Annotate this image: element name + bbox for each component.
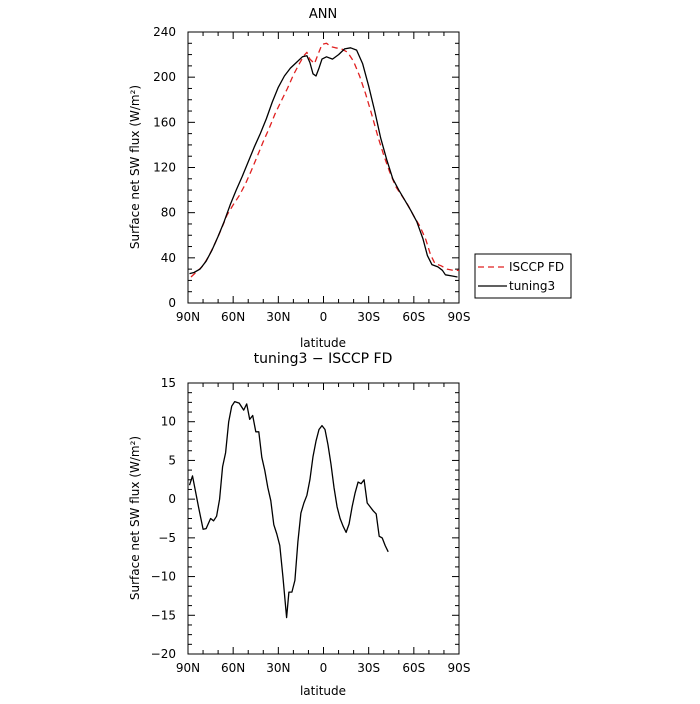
top-chart-xlabel: latitude	[300, 336, 346, 350]
top-y-tick-label: 120	[153, 161, 176, 175]
bottom-x-tick-label: 90N	[176, 661, 200, 675]
legend-label-isccp: ISCCP FD	[509, 260, 564, 274]
legend-box	[474, 253, 572, 299]
top-y-tick-label: 80	[161, 206, 176, 220]
bottom-y-tick-label: 15	[161, 376, 176, 390]
bottom-chart-panel: tuning3 − ISCCP FD Surface net SW flux (…	[128, 351, 470, 698]
top-x-tick-label: 0	[320, 310, 328, 324]
bottom-chart-ticks: 90N 60N 30N 0 30S 60S 90S −20 −15 −10 −5 0 5 10 15	[151, 376, 471, 675]
bottom-x-tick-label: 90S	[448, 661, 471, 675]
top-x-tick-label: 60S	[402, 310, 425, 324]
bottom-x-tick-label: 60S	[402, 661, 425, 675]
bottom-y-tick-label: −10	[151, 570, 176, 584]
top-y-tick-label: 160	[153, 115, 176, 129]
bottom-chart-series	[188, 400, 389, 619]
top-chart-panel: ANN Surface net SW flux (W/m²) latitude …	[128, 7, 470, 350]
bottom-y-tick-label: 0	[168, 492, 176, 506]
top-x-tick-label: 90N	[176, 310, 200, 324]
top-x-tick-label: 60N	[221, 310, 245, 324]
top-chart-ticks: 90N 60N 30N 0 30S 60S 90S 0 40 80 120 160 200 240	[153, 25, 470, 324]
bottom-x-tick-label: 30S	[357, 661, 380, 675]
bottom-y-tick-label: 10	[161, 415, 176, 429]
top-chart-title: ANN	[309, 7, 337, 22]
bottom-y-tick-label: 5	[168, 453, 176, 467]
top-x-tick-label: 90S	[448, 310, 471, 324]
bottom-y-tick-label: −15	[151, 608, 176, 622]
top-y-tick-label: 240	[153, 25, 176, 39]
bottom-chart-title: tuning3 − ISCCP FD	[254, 351, 393, 367]
top-y-tick-label: 200	[153, 70, 176, 84]
legend: ISCCP FD tuning3	[474, 253, 572, 299]
top-y-tick-label: 40	[161, 251, 176, 265]
top-chart-ylabel: Surface net SW flux (W/m²)	[128, 85, 142, 249]
bottom-x-tick-label: 60N	[221, 661, 245, 675]
bottom-y-tick-label: −5	[158, 531, 176, 545]
bottom-x-tick-label: 0	[320, 661, 328, 675]
bottom-y-tick-label: −20	[151, 647, 176, 661]
legend-label-tuning3: tuning3	[509, 279, 555, 293]
top-x-tick-label: 30S	[357, 310, 380, 324]
bottom-chart-xlabel: latitude	[300, 684, 346, 698]
top-chart-series	[189, 42, 459, 278]
bottom-series-line-difference	[188, 400, 389, 619]
bottom-x-tick-label: 30N	[266, 661, 290, 675]
top-y-tick-label: 0	[168, 296, 176, 310]
top-series-line-tuning3	[189, 47, 458, 278]
top-x-tick-label: 30N	[266, 310, 290, 324]
bottom-chart-ylabel: Surface net SW flux (W/m²)	[128, 436, 142, 600]
